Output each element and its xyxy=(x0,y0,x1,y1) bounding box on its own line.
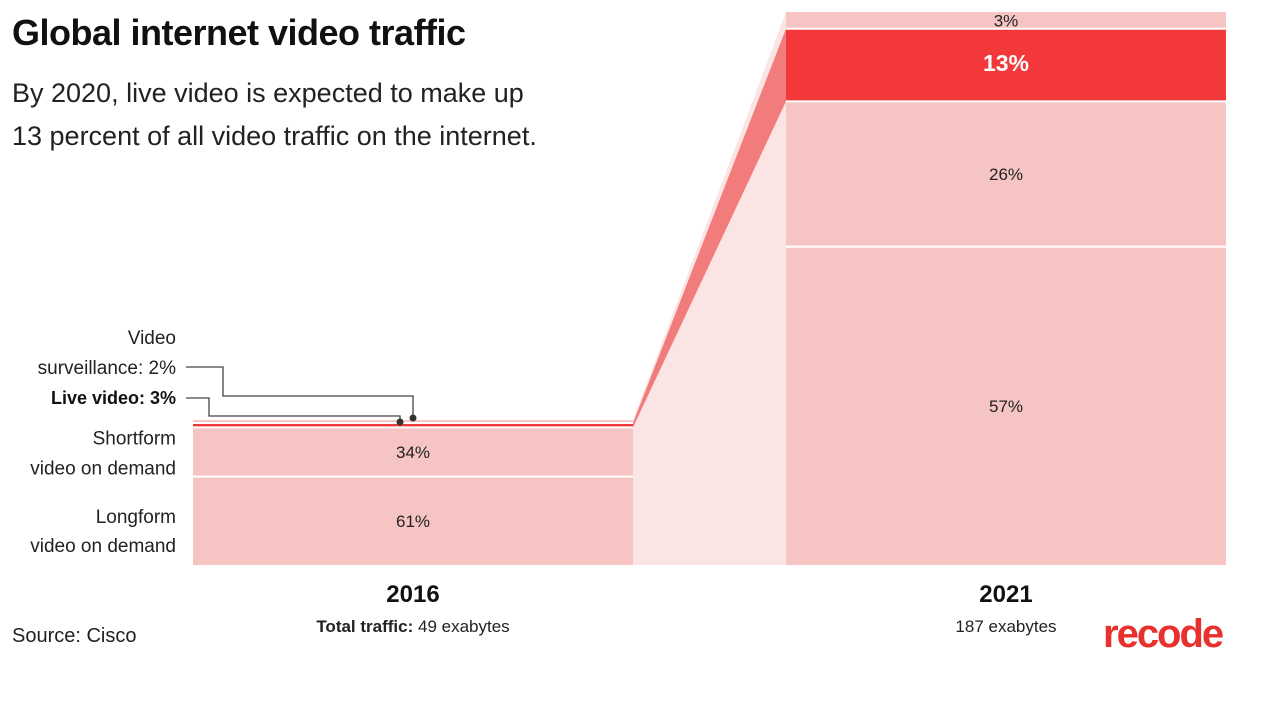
data-label-2016-shortform-video-on-demand: 34% xyxy=(396,443,430,462)
bar-2016-video-surveillance xyxy=(193,420,633,423)
bar-2021-video-surveillance xyxy=(786,12,1226,29)
source-note: Source: Cisco xyxy=(12,625,137,647)
bar-2021-shortform-video-on-demand xyxy=(786,101,1226,247)
legend-live-video: Live video: 3% xyxy=(51,388,176,408)
legend-surveillance-line1: Video xyxy=(128,328,176,349)
category-label-2016: 2016 xyxy=(386,581,439,608)
bar-2016-shortform-video-on-demand xyxy=(193,427,633,477)
legend-shortform-line2: video on demand xyxy=(30,458,176,479)
chart-title: Global internet video traffic xyxy=(12,12,466,53)
bar-2016-live-video xyxy=(193,422,633,428)
data-label-2021-longform-video-on-demand: 57% xyxy=(989,397,1023,416)
bar-2016-longform-video-on-demand xyxy=(193,476,633,565)
legend-longform-line1: Longform xyxy=(96,507,176,528)
leader-line-surveillance xyxy=(186,366,414,417)
total-label-2021: 187 exabytes xyxy=(955,617,1056,636)
leader-dot-live-video xyxy=(396,418,404,426)
total-label-2016: Total traffic: 49 exabytes xyxy=(316,617,509,636)
legend-surveillance-line2: surveillance: 2% xyxy=(38,358,176,379)
total-value: 49 exabytes xyxy=(418,617,510,636)
data-label-2016-longform-video-on-demand: 61% xyxy=(396,512,430,531)
legend-shortform-line1: Shortform xyxy=(93,428,176,449)
subtitle-line-1: By 2020, live video is expected to make … xyxy=(12,78,524,108)
recode-logo: recode xyxy=(1103,612,1224,656)
leader-dot-surveillance xyxy=(409,414,417,422)
data-label-2021-shortform-video-on-demand: 26% xyxy=(989,165,1023,184)
chart-subtitle: By 2020, live video is expected to make … xyxy=(12,72,652,158)
subtitle-line-2: 13 percent of all video traffic on the i… xyxy=(12,121,537,151)
data-label-2021-video-surveillance: 3% xyxy=(994,11,1019,30)
total-prefix: Total traffic: xyxy=(316,617,418,636)
legend-longform-line2: video on demand xyxy=(30,536,176,557)
category-label-2021: 2021 xyxy=(979,581,1032,608)
bar-2021-live-video xyxy=(786,28,1226,102)
data-label-2021-live-video: 13% xyxy=(983,50,1029,76)
bar-2021-longform-video-on-demand xyxy=(786,246,1226,565)
flow-band-live-video xyxy=(633,28,786,428)
